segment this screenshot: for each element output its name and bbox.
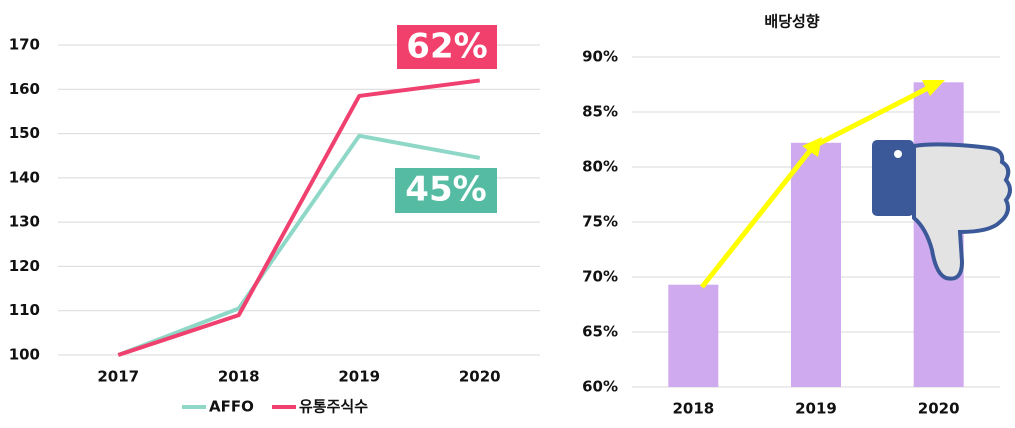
y-tick-label: 140 [9,168,40,186]
y-tick-label: 110 [9,301,40,319]
x-tick-label: 2018 [218,368,260,386]
y-tick-label: 75% [582,213,618,231]
x-tick-label: 2020 [459,368,501,386]
annotation: 62% [406,27,487,67]
x-tick-label: 2017 [97,368,139,386]
line [117,78,481,357]
annotation-box [395,168,497,213]
y-tick-label: 80% [582,158,618,176]
legend-label: 유통주식수 [299,398,368,416]
y-tick-label: 90% [582,48,618,66]
y-tick-label: 85% [582,103,618,121]
y-tick-label: 65% [582,323,618,341]
y-tick-label: 130 [9,213,40,231]
x-tick-label: 2020 [918,400,960,418]
legend-label: AFFO [209,398,254,416]
annotation: 45% [405,170,486,210]
trend-arrow [700,80,945,289]
y-tick-label: 70% [582,268,618,286]
y-tick-label: 100 [9,346,40,364]
thumbs-down-icon [872,140,1012,281]
x-tick-label: 2018 [672,400,714,418]
x-tick-label: 2019 [338,368,380,386]
y-tick-label: 150 [9,124,40,142]
y-tick-label: 120 [9,257,40,275]
chart-title: 배당성향 [764,13,819,31]
y-tick-label: 60% [582,378,618,396]
y-tick-label: 170 [9,36,40,54]
line [117,133,481,357]
y-tick-label: 160 [9,80,40,98]
bar [668,284,719,387]
annotation-box [397,25,497,69]
x-tick-label: 2019 [795,400,837,418]
bar [791,142,841,387]
